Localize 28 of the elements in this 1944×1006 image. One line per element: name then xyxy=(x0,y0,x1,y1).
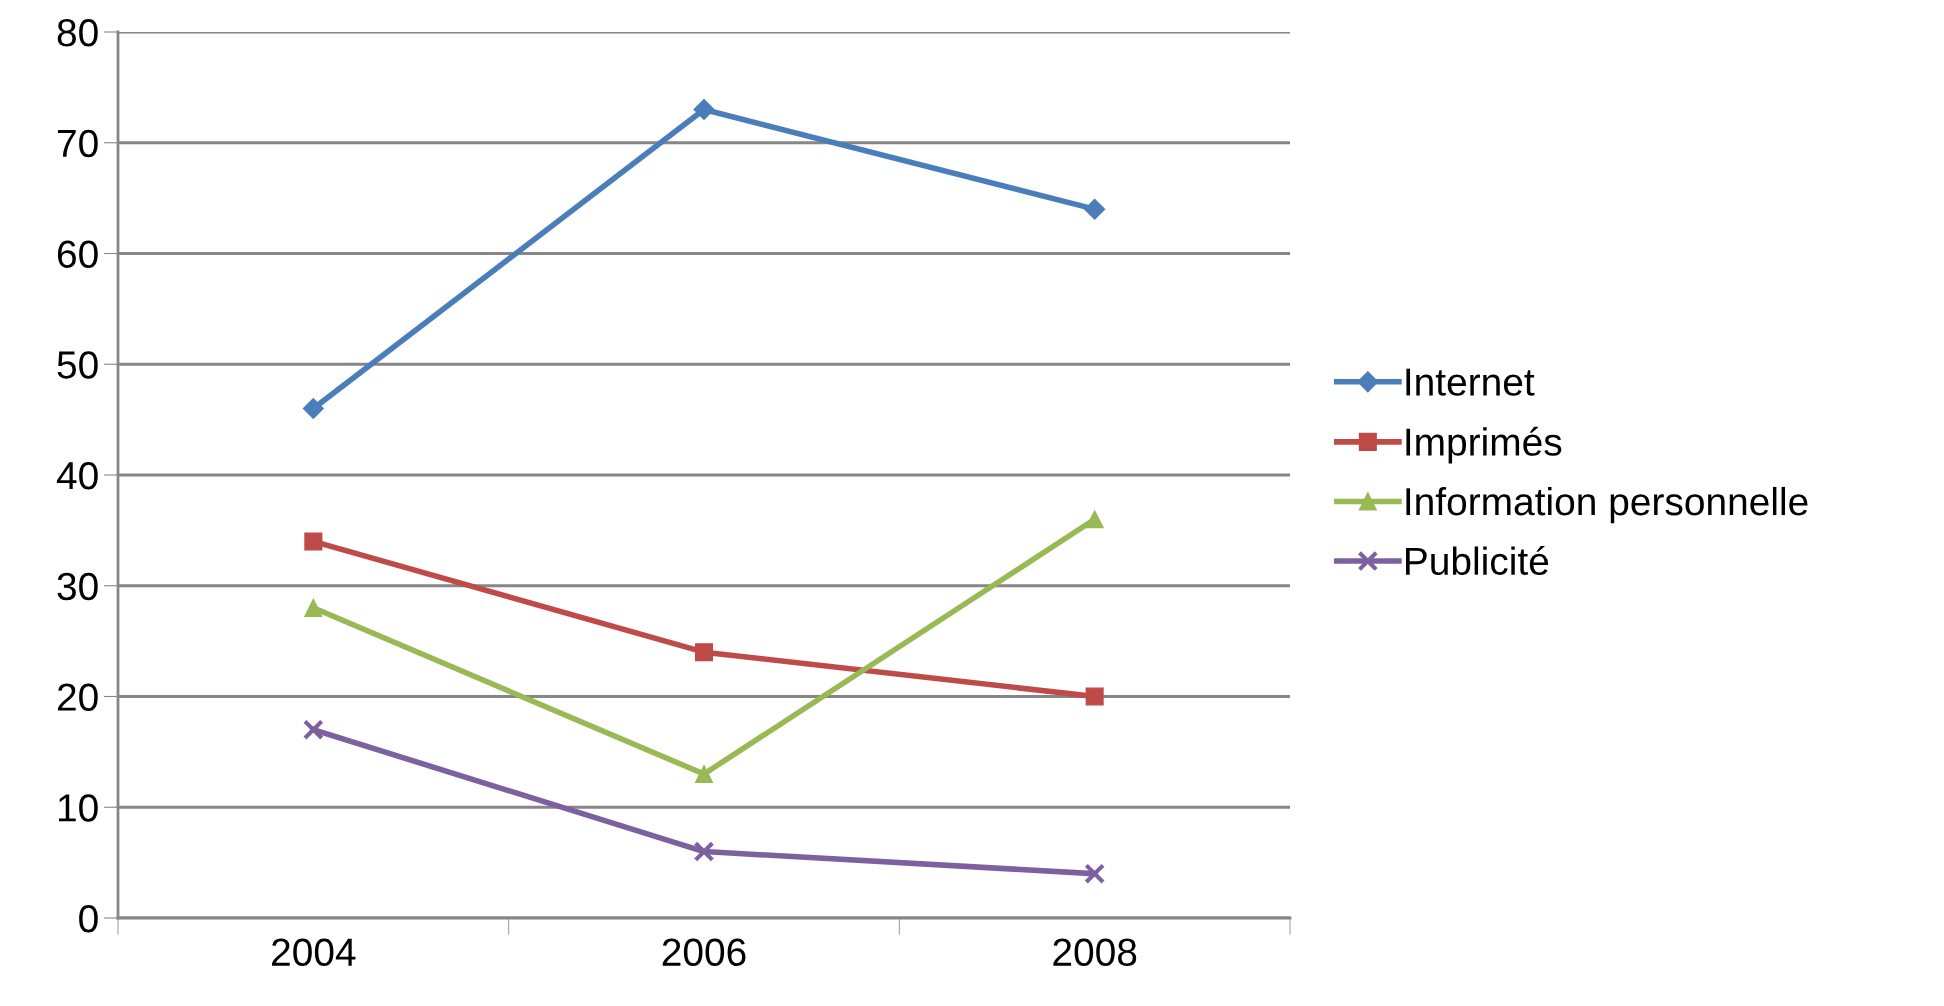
point xyxy=(693,99,715,121)
point xyxy=(304,598,323,617)
y-tick-label: 50 xyxy=(57,351,98,379)
point xyxy=(1084,198,1106,220)
y-tick-label: 30 xyxy=(57,572,98,601)
legend-label: Imprimés xyxy=(1406,426,1562,464)
y-tick-label: 70 xyxy=(57,129,98,158)
point xyxy=(1085,510,1104,529)
y-tick-label: 10 xyxy=(58,794,98,822)
y-tick-label: 80 xyxy=(57,18,98,47)
legend-label: Internet xyxy=(1406,368,1535,396)
point xyxy=(302,719,324,741)
x-tick-label: 2006 xyxy=(662,938,746,967)
point xyxy=(1084,863,1106,885)
y-tick-label: 60 xyxy=(57,240,98,268)
legend-label: Information personnelle xyxy=(1406,486,1808,524)
point xyxy=(694,643,714,662)
x-tick-label: 2008 xyxy=(1053,938,1137,967)
point xyxy=(694,764,714,784)
point xyxy=(302,398,324,420)
y-tick-label: 40 xyxy=(56,461,98,490)
y-tick-label: 20 xyxy=(57,683,98,711)
x-tick-label: 2004 xyxy=(272,938,356,967)
legend-label: Publicité xyxy=(1406,546,1549,576)
y-tick-label: 0 xyxy=(79,904,98,933)
point xyxy=(693,841,715,862)
point xyxy=(304,532,323,551)
point xyxy=(1085,687,1104,706)
